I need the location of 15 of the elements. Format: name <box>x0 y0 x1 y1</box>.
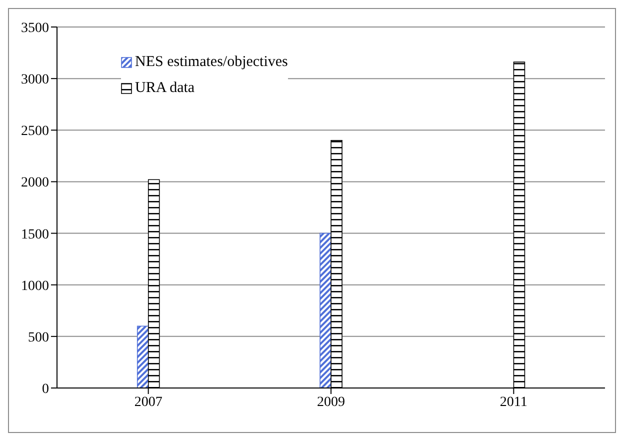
x-tick-label: 2007 <box>134 394 162 410</box>
bar <box>320 232 332 388</box>
bar <box>136 326 149 388</box>
x-tick-label: 2009 <box>317 394 345 410</box>
y-tick-label: 2000 <box>21 176 49 191</box>
y-tick-label: 500 <box>28 330 49 346</box>
y-tick-label: 2500 <box>21 124 49 140</box>
y-tick-label: 3500 <box>21 20 49 36</box>
y-tick-label: 0 <box>42 382 49 397</box>
y-tick-label: 1500 <box>21 227 49 242</box>
y-tick-label: 1000 <box>21 278 49 294</box>
x-tick-label: 2011 <box>500 394 528 410</box>
legend-label: URA data <box>135 79 195 98</box>
y-tick-label: 3000 <box>21 72 49 88</box>
legend-label: NES estimates/objectives <box>135 53 288 72</box>
